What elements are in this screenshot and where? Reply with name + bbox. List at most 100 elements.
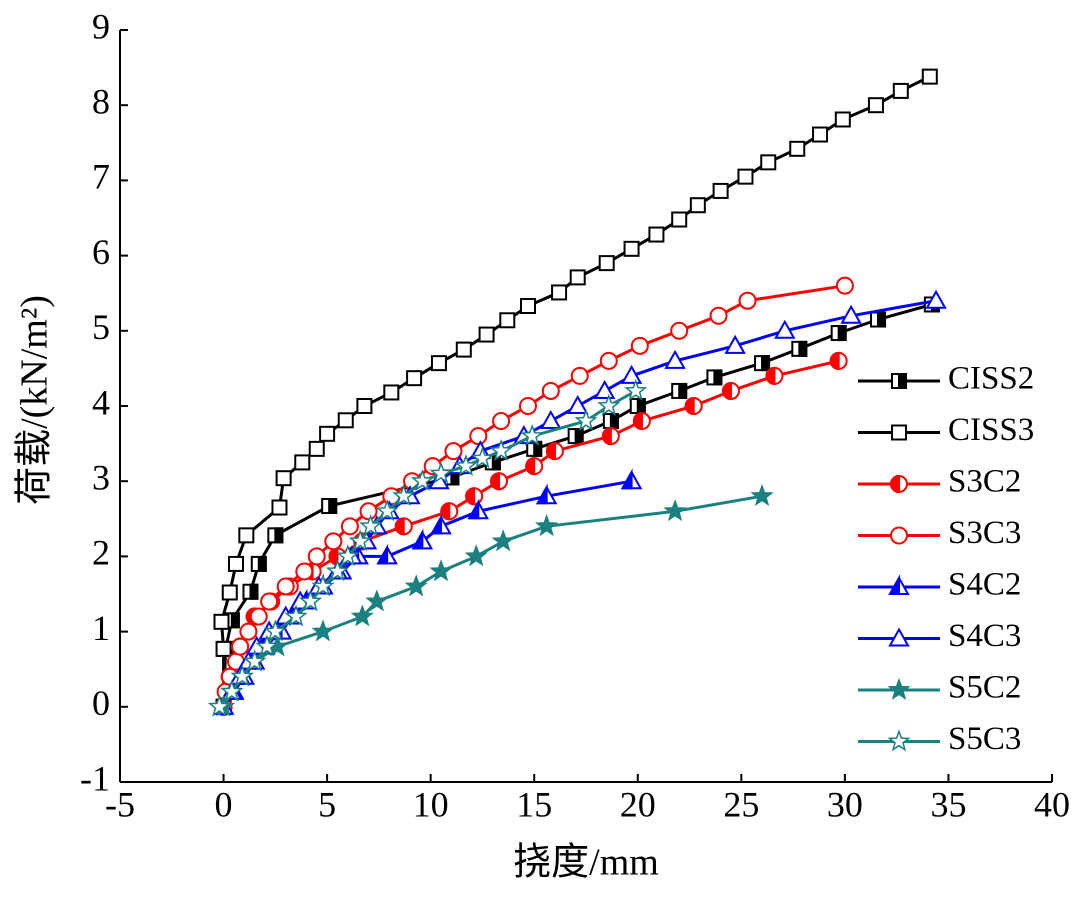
marker [648,226,665,243]
marker-half [274,527,284,544]
marker-half [837,325,847,342]
marker [429,461,453,484]
marker [760,154,777,171]
marker [243,649,267,672]
x-axis-label: 挠度/mm [513,842,659,884]
y-tick-label: 0 [92,683,110,723]
marker [336,544,360,567]
x-tick-label: 0 [215,784,233,824]
marker-half [249,583,259,600]
marker [231,637,250,656]
y-tick-label: 6 [92,232,110,272]
y-tick-label: 8 [92,81,110,121]
x-tick-label: -5 [105,784,135,824]
marker [535,514,559,537]
marker-half [890,474,900,494]
marker [574,408,598,431]
marker [599,351,618,370]
marker-half [525,457,536,476]
marker [359,502,378,521]
marker [570,366,589,385]
marker [455,341,472,358]
marker [325,559,350,582]
legend-text: S3C3 [948,515,1021,551]
marker-half [440,502,451,521]
marker [365,589,389,612]
marker-half [898,373,907,389]
legend-text: S5C3 [948,721,1021,757]
marker-half [328,547,339,566]
marker-half [601,427,612,446]
marker [551,284,568,301]
x-tick-label: 5 [318,784,336,824]
marker [324,532,343,551]
x-tick-label: 30 [827,784,863,824]
marker-half [328,498,338,515]
marker [663,499,687,522]
x-tick-label: 25 [723,784,759,824]
marker [383,384,400,401]
marker [478,326,495,343]
marker [887,729,911,752]
marker [812,126,829,143]
marker-half [888,574,900,595]
marker-half [394,517,405,536]
marker-half [829,351,840,370]
marker [750,484,774,507]
marker-half [609,413,619,430]
marker [308,440,325,457]
marker [249,607,268,626]
series-line [222,284,846,707]
marker-half [430,513,443,535]
marker-half [411,528,424,550]
marker [220,679,244,702]
marker [925,289,947,309]
marker [276,577,295,596]
marker [271,499,288,516]
marker [709,306,728,325]
marker [284,604,308,627]
marker-half [636,398,646,414]
y-tick-label: 2 [92,533,110,573]
marker [499,312,516,329]
marker-half [620,468,633,490]
marker [454,454,478,477]
marker [356,398,373,414]
marker [630,336,649,355]
marker [444,442,463,461]
x-tick-label: 20 [620,784,656,824]
marker [597,393,621,416]
marker [215,640,232,657]
y-axis-label: 荷载/(kN/m²) [14,295,56,505]
marker [311,619,335,642]
marker-half [722,381,732,400]
marker [892,82,909,99]
marker [469,427,488,446]
marker-half [376,543,389,565]
marker [789,140,806,157]
marker-half [546,442,556,461]
marker [410,469,434,492]
marker-half [490,472,501,491]
marker [520,423,544,446]
marker [835,276,854,295]
marker [712,182,729,199]
marker [887,677,911,700]
marker [867,97,884,114]
marker [569,269,586,286]
marker [891,424,907,441]
marker-half [678,382,688,399]
marker [834,111,851,128]
marker [890,526,908,545]
marker [921,68,938,85]
y-tick-label: 4 [92,382,110,422]
marker-half [798,340,808,357]
marker [724,334,746,354]
y-tick-label: 7 [92,157,110,197]
marker [689,197,706,214]
marker [238,527,255,544]
marker-half [765,366,776,385]
x-tick-label: 15 [516,784,552,824]
marker [593,379,616,399]
